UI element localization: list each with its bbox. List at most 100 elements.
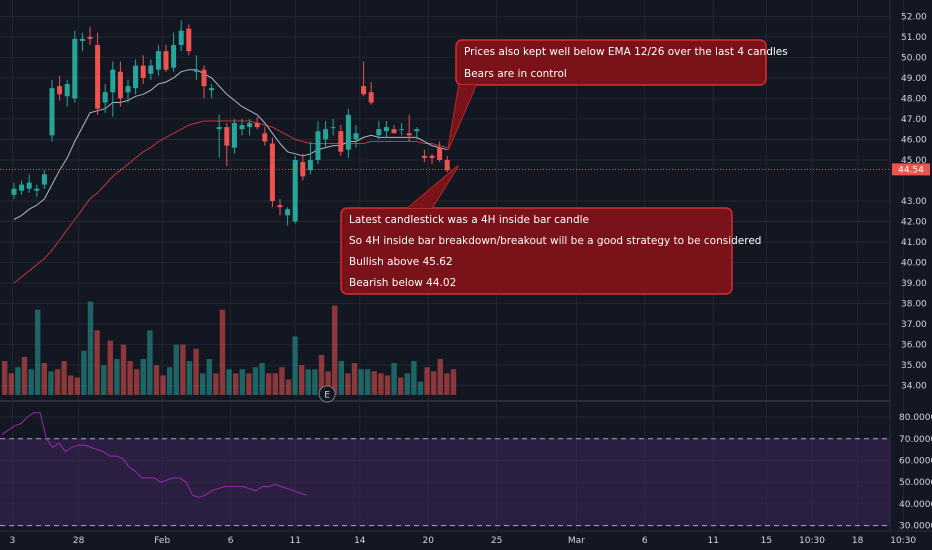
price-tick-label: 48.00 [901,94,927,104]
candle-body [193,69,199,72]
candle-body [224,127,230,146]
price-tick-label: 46.00 [901,135,927,145]
volume-bar [444,373,450,395]
volume-bar [54,369,61,395]
rsi-band-fill [0,438,890,526]
candlesticks[interactable] [11,20,450,226]
volume-bar [180,344,186,395]
time-tick-label: 18 [852,536,864,546]
time-tick-label: 6 [228,536,234,546]
candle-body [49,88,55,136]
price-tick-label: 50.00 [901,53,927,63]
candle-body [406,133,412,136]
volume-bar [101,365,107,395]
volume-bar [285,379,292,395]
price-tick-label: 52.00 [901,12,927,22]
rsi-tick-label: 60.0000 [899,456,932,466]
volume-bar [365,369,371,395]
price-tick-label: 39.00 [901,279,927,289]
volume-bar [417,381,424,395]
price-tick-label: 49.00 [901,74,927,84]
price-tick-label: 38.00 [901,300,927,310]
candle-body [19,184,25,191]
candle-body [421,155,427,158]
candle-body [414,129,420,132]
volume-bar [2,361,8,395]
volume-bar [351,363,358,395]
volume-bar [233,373,239,395]
volume-bar [134,369,140,395]
candle-body [292,159,298,222]
price-tick-label: 51.00 [901,33,927,43]
time-tick-label: 10:30 [799,536,825,546]
price-tick-label: 43.00 [901,197,927,207]
candle-body [247,123,253,128]
annotations[interactable]: Prices also kept well below EMA 12/26 ov… [340,39,788,295]
annotation-text-line: Latest candlestick was a 4H inside bar c… [349,214,589,226]
candle-body [34,188,40,191]
volume-bar [318,354,325,395]
time-tick-label: 10:30 [890,536,916,546]
candle-body [429,155,435,158]
candle-body [345,114,351,150]
price-tick-label: 40.00 [901,259,927,269]
volume-bar [21,356,28,395]
volume-bar [120,344,127,395]
annotation-callout[interactable]: Latest candlestick was a 4H inside bar c… [340,165,761,295]
price-tick-label: 36.00 [901,341,927,351]
time-tick-label: 11 [707,536,718,546]
candle-body [368,92,374,103]
time-tick-label: 6 [642,536,648,546]
volume-bar [371,371,377,395]
volume-bar [246,373,252,395]
volume-bar [219,309,226,395]
candle-body [148,65,154,74]
volume-bar [259,363,265,395]
annotation-callout[interactable]: Prices also kept well below EMA 12/26 ov… [447,39,788,151]
volume-bar [35,309,41,395]
candle-body [444,159,450,171]
volume-bar [437,359,443,395]
price-tick-label: 35.00 [901,361,927,371]
volume-bar [325,371,331,395]
volume-bar [61,361,67,395]
candle-body [437,147,443,160]
price-tick-label: 37.00 [901,320,927,330]
rsi-band [0,438,890,527]
candle-body [323,129,329,140]
candle-body [155,51,161,70]
candle-body [201,69,207,87]
volume-bar [15,367,21,395]
price-tick-label: 34.00 [901,382,927,392]
candle-body [11,188,17,195]
volume-bar [404,373,410,395]
price-tick-label: 41.00 [901,238,927,248]
candle-body [125,86,131,93]
candle-body [300,162,306,177]
candle-body [133,65,139,89]
last-price-label: 44.54 [898,166,924,176]
candle-body [338,131,344,152]
volume-bar [424,367,430,395]
volume-bar [272,373,278,395]
time-tick-label: 20 [422,536,434,546]
volume-bar [140,359,146,395]
volume-bar [87,301,94,395]
volume-bar [358,369,364,395]
candle-body [163,51,169,70]
last-price-tag [892,163,930,176]
candle-body [102,92,108,103]
volume-bar [431,371,437,395]
candle-body [64,84,70,97]
volume-bar [173,344,179,395]
candle-body [391,129,397,134]
volume-bar [81,350,87,395]
earnings-event-label: E [324,391,330,401]
volume-bars [2,301,457,395]
volume-bar [252,367,259,395]
volume-bar [48,371,54,395]
volume-bar [74,377,80,395]
candle-body [26,182,32,189]
ema-12-line [13,69,448,220]
